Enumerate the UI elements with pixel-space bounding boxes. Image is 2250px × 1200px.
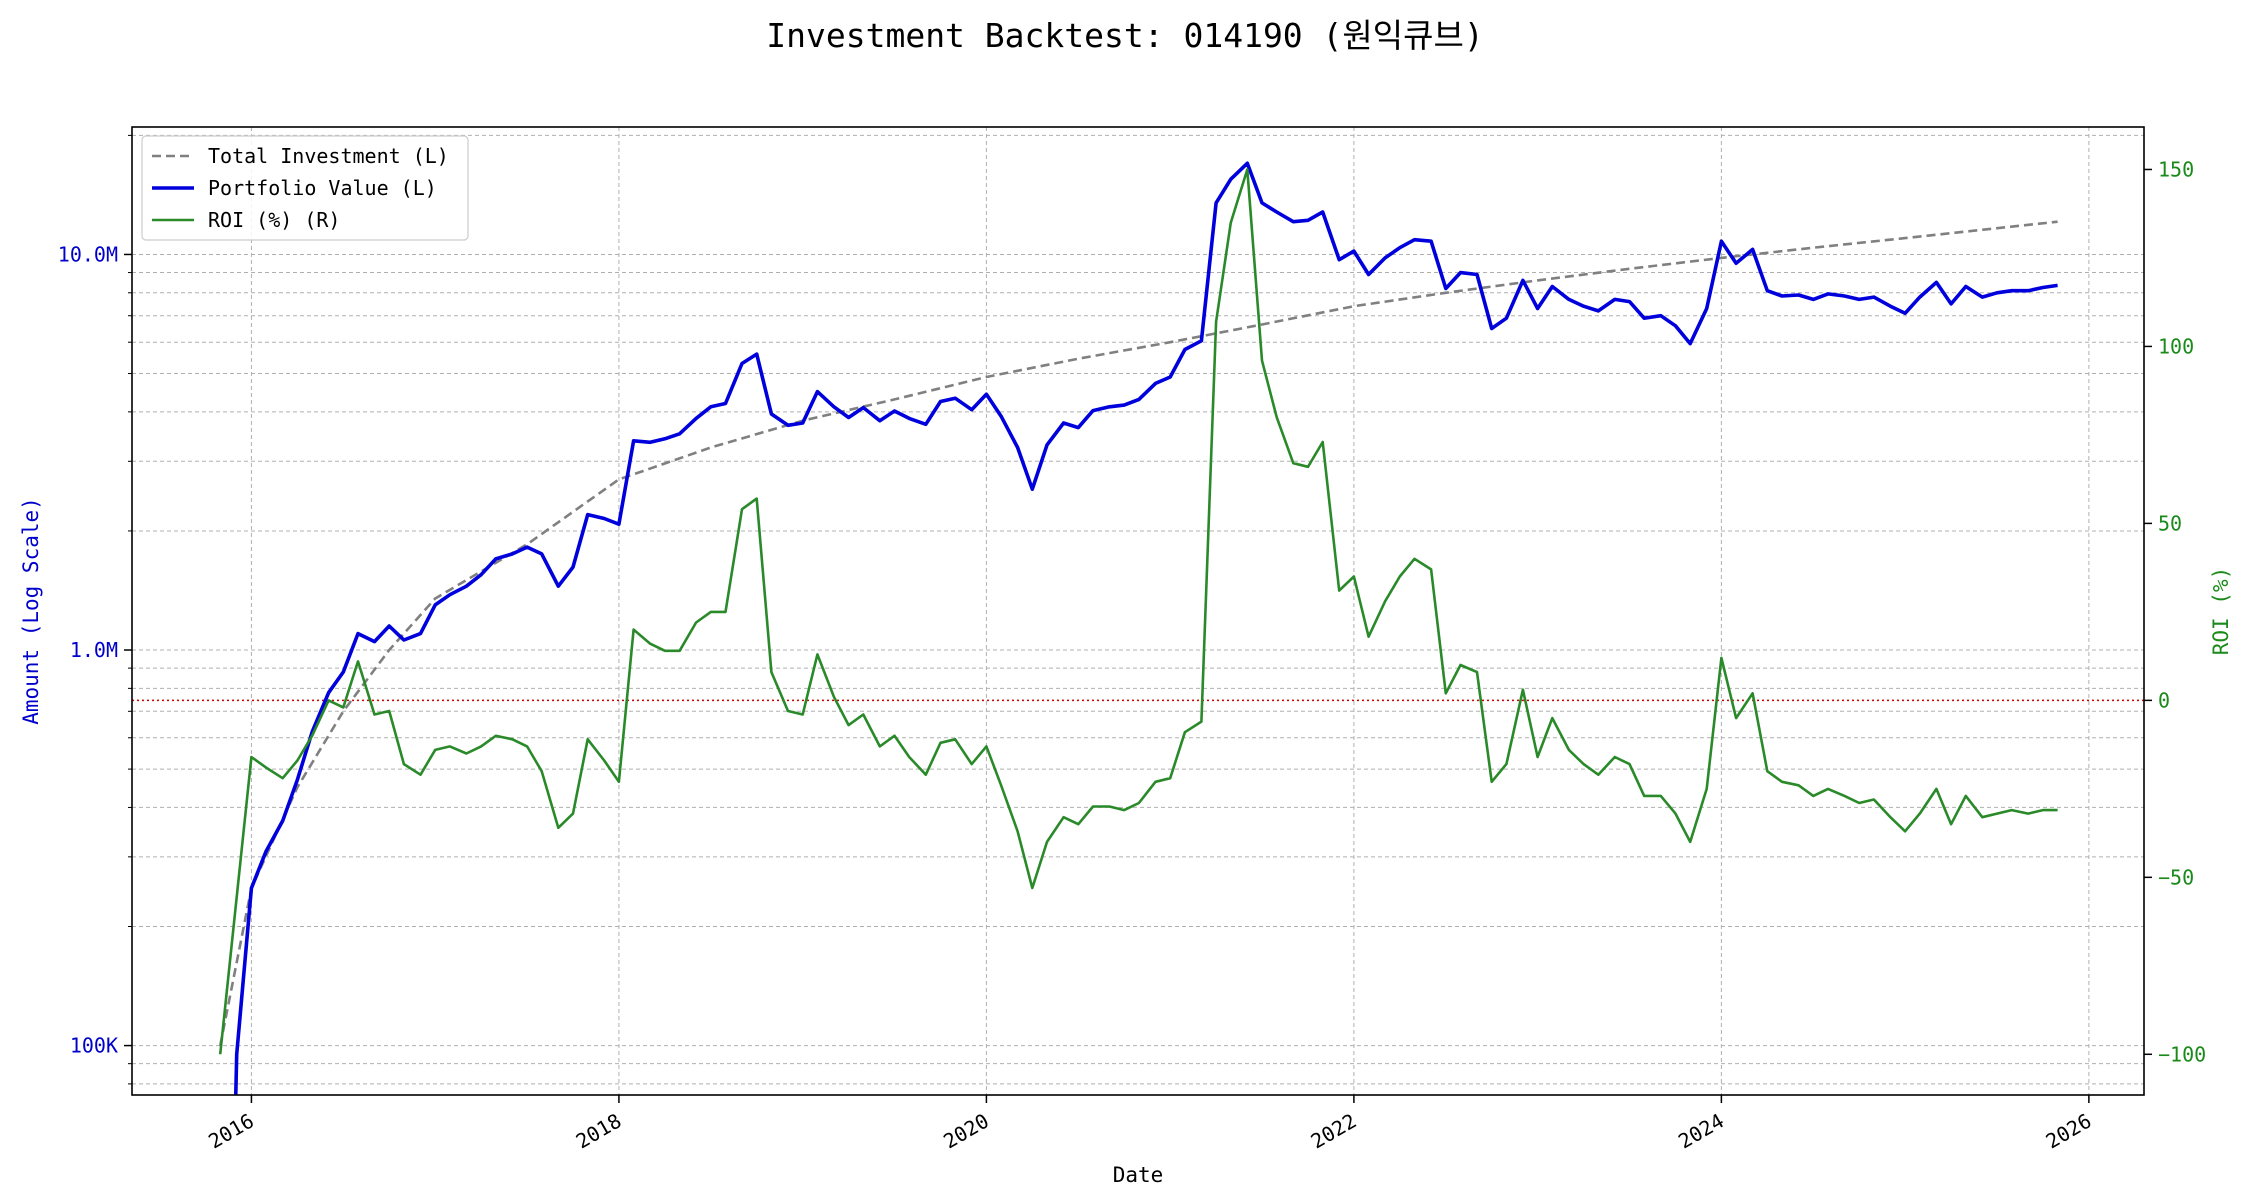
x-tick-label: 2016: [204, 1109, 258, 1154]
right-tick-label: 150: [2158, 157, 2194, 181]
right-tick-label: −50: [2158, 865, 2194, 889]
left-axis-title: Amount (Log Scale): [19, 497, 43, 725]
x-tick-label: 2018: [572, 1109, 626, 1154]
legend: Total Investment (L) Portfolio Value (L) R…: [141, 135, 469, 241]
right-tick-label: 0: [2158, 688, 2170, 712]
left-tick-label: 10.0M: [58, 242, 118, 266]
right-tick-label: 50: [2158, 511, 2182, 535]
x-tick-label: 2024: [1674, 1109, 1728, 1154]
left-tick-label: 100K: [70, 1034, 118, 1058]
x-tick-label: 2022: [1307, 1109, 1361, 1154]
legend-box: [141, 135, 469, 241]
x-tick-label: 2026: [2042, 1109, 2096, 1154]
left-tick-label: 1.0M: [70, 638, 118, 662]
legend-entry: Total Investment (L): [208, 144, 449, 168]
x-tick-label: 2020: [939, 1109, 993, 1154]
legend-entry: ROI (%) (R): [208, 208, 340, 232]
plot-frame: [131, 126, 2145, 1096]
axes: 2016 2018 2020 2022 2024 2026 100K 1.0M 10.0M −10…: [58, 134, 2206, 1154]
right-axis-title: ROI (%): [2209, 567, 2233, 656]
grid-lines: [132, 127, 2144, 1095]
right-tick-label: 100: [2158, 334, 2194, 358]
chart-title: Investment Backtest: 014190 (원익큐브): [766, 16, 1483, 55]
portfolio-value-line: [233, 161, 2058, 1095]
x-axis-title: Date: [1113, 1163, 1164, 1187]
legend-entry: Portfolio Value (L): [208, 176, 437, 200]
total-investment-line: [218, 220, 2058, 1046]
roi-line: [218, 168, 2058, 1055]
right-tick-label: −100: [2158, 1042, 2206, 1066]
series-layer: [132, 161, 2144, 1095]
